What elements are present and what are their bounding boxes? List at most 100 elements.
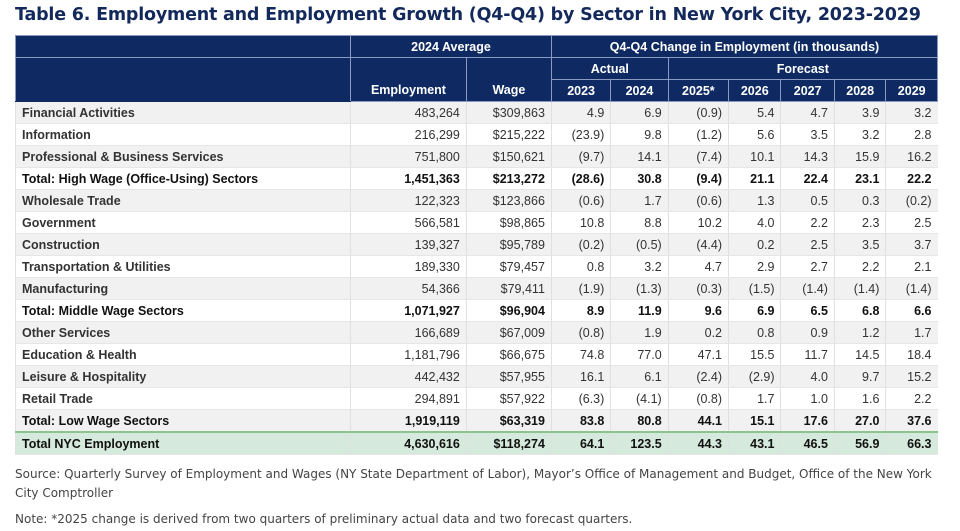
change-cell: 4.0 (780, 365, 835, 388)
sector-cell: Professional & Business Services (14, 145, 351, 168)
change-cell: (1.4) (833, 277, 886, 300)
change-cell: (28.6) (550, 167, 611, 190)
header-actual: Actual (550, 57, 669, 80)
change-cell: 0.9 (780, 321, 835, 344)
change-cell: (1.3) (610, 277, 669, 300)
employment-table: 2024 Average Q4-Q4 Change in Employment … (14, 35, 939, 455)
header-wage: Wage (465, 57, 552, 102)
change-cell: 0.5 (780, 189, 835, 212)
change-cell: 2.9 (728, 255, 781, 278)
header-forecast: Forecast (667, 57, 939, 80)
change-cell: 3.9 (833, 101, 886, 124)
change-cell: 11.9 (610, 299, 669, 322)
change-cell: 47.1 (667, 343, 729, 366)
change-cell: 64.1 (550, 431, 611, 455)
change-cell: 18.4 (885, 343, 938, 366)
change-cell: 2.1 (885, 255, 938, 278)
employment-cell: 1,919,119 (350, 409, 467, 433)
change-cell: 3.7 (885, 233, 938, 256)
change-cell: 77.0 (610, 343, 669, 366)
change-cell: 1.9 (610, 321, 669, 344)
change-cell: (0.6) (667, 189, 729, 212)
header-year: 2029 (885, 79, 938, 102)
wage-cell: $309,863 (465, 101, 552, 124)
change-cell: 15.5 (728, 343, 781, 366)
source-note: Source: Quarterly Survey of Employment a… (15, 467, 932, 500)
table-row: Construction 139,327 $95,789 (0.2) (0.5) (4.4… (14, 233, 938, 256)
change-cell: 0.2 (667, 321, 729, 344)
header-year: 2026 (728, 79, 782, 102)
change-cell: (1.4) (885, 277, 938, 300)
change-cell: 4.0 (728, 211, 781, 234)
change-cell: (1.4) (780, 277, 835, 300)
change-cell: 6.9 (610, 101, 669, 124)
change-cell: 1.7 (610, 189, 669, 212)
table-row: Financial Activities 483,264 $309,863 4.9 6.… (14, 101, 938, 124)
sector-cell: Total: Middle Wage Sectors (14, 299, 351, 322)
sector-cell: Government (14, 211, 351, 234)
sector-cell: Construction (14, 233, 351, 256)
change-cell: 17.6 (780, 409, 835, 433)
change-cell: 9.8 (610, 123, 669, 146)
change-cell: 56.9 (833, 431, 886, 455)
change-cell: 22.4 (780, 167, 835, 190)
change-cell: 2.2 (885, 387, 938, 410)
change-cell: 8.8 (610, 211, 669, 234)
table-row: Information 216,299 $215,222 (23.9) 9.8 (1.2)… (14, 123, 938, 146)
change-cell: 4.7 (667, 255, 729, 278)
employment-cell: 216,299 (350, 123, 467, 146)
change-cell: 30.8 (610, 167, 669, 190)
wage-cell: $215,222 (465, 123, 552, 146)
change-cell: 8.9 (550, 299, 611, 322)
wage-cell: $67,009 (465, 321, 552, 344)
change-cell: (9.4) (667, 167, 729, 190)
change-cell: 10.1 (728, 145, 781, 168)
change-cell: 1.3 (728, 189, 781, 212)
change-cell: 80.8 (610, 409, 669, 433)
table-row: Government 566,581 $98,865 10.8 8.8 10.2 4.0 2.… (14, 211, 938, 234)
change-cell: 5.6 (728, 123, 781, 146)
change-cell: 0.2 (728, 233, 781, 256)
wage-cell: $57,922 (465, 387, 552, 410)
sector-cell: Leisure & Hospitality (14, 365, 351, 388)
change-cell: 6.1 (610, 365, 669, 388)
wage-cell: $123,866 (465, 189, 552, 212)
change-cell: (23.9) (550, 123, 611, 146)
change-cell: (2.4) (667, 365, 729, 388)
change-cell: (4.4) (667, 233, 729, 256)
change-cell: 4.9 (550, 101, 611, 124)
change-cell: 44.3 (667, 431, 729, 455)
change-cell: (1.2) (667, 123, 729, 146)
wage-cell: $66,675 (465, 343, 552, 366)
change-cell: (0.9) (667, 101, 729, 124)
change-cell: 15.9 (833, 145, 886, 168)
employment-cell: 1,451,363 (350, 167, 467, 190)
change-cell: (0.6) (550, 189, 611, 212)
wage-cell: $150,621 (465, 145, 552, 168)
employment-cell: 294,891 (350, 387, 467, 410)
change-cell: 1.7 (885, 321, 938, 344)
sector-cell: Total NYC Employment (14, 431, 351, 455)
sector-cell: Transportation & Utilities (14, 255, 351, 278)
wage-cell: $79,411 (465, 277, 552, 300)
employment-cell: 4,630,616 (350, 431, 467, 455)
change-cell: 16.2 (885, 145, 938, 168)
employment-cell: 442,432 (350, 365, 467, 388)
change-cell: 1.7 (728, 387, 781, 410)
table-row: Transportation & Utilities 189,330 $79,457… (14, 255, 938, 278)
change-cell: 9.7 (833, 365, 886, 388)
change-cell: 2.8 (885, 123, 938, 146)
employment-cell: 1,181,796 (350, 343, 467, 366)
change-cell: 2.2 (780, 211, 835, 234)
change-cell: (0.2) (885, 189, 938, 212)
change-cell: 1.6 (833, 387, 886, 410)
change-cell: 0.3 (833, 189, 886, 212)
change-cell: 4.7 (780, 101, 835, 124)
footnote: Note: *2025 change is derived from two q… (15, 512, 633, 526)
sector-cell: Information (14, 123, 351, 146)
change-cell: 3.5 (780, 123, 835, 146)
change-cell: 0.8 (550, 255, 611, 278)
header-year: 2027 (780, 79, 835, 102)
change-cell: 23.1 (833, 167, 886, 190)
table-row: Professional & Business Services 751,800 $… (14, 145, 938, 168)
